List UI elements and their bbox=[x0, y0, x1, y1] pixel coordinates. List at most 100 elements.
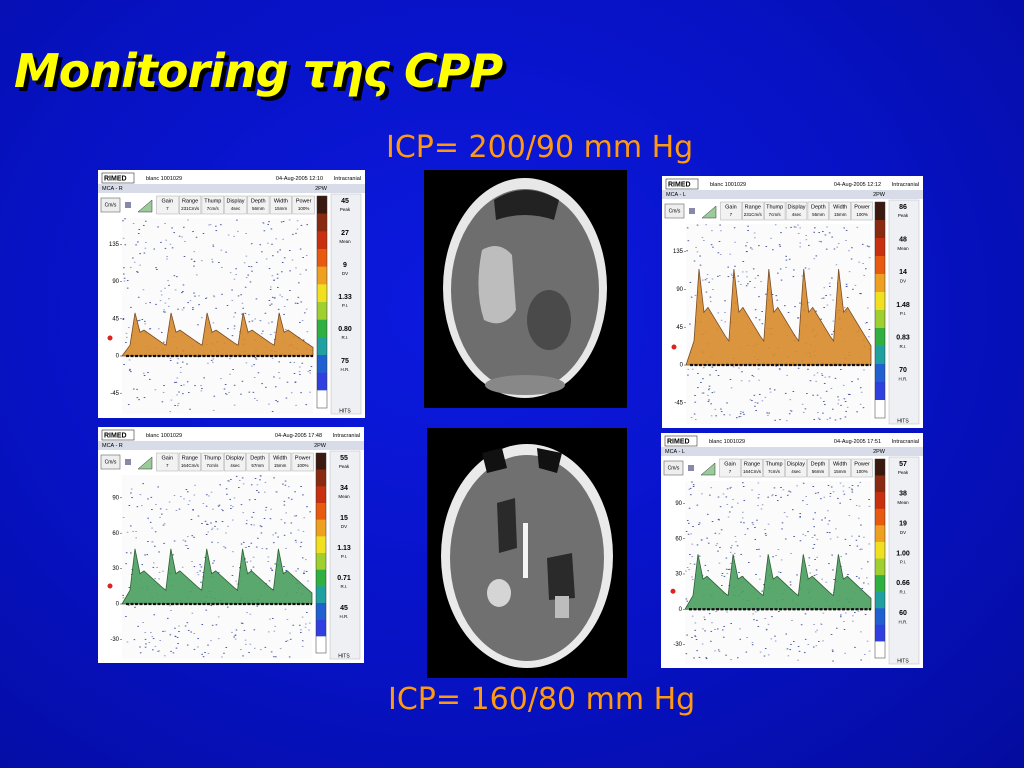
noise-dot bbox=[282, 483, 284, 485]
noise-dot bbox=[125, 616, 127, 618]
noise-dot bbox=[822, 640, 824, 642]
noise-dot bbox=[725, 496, 728, 498]
noise-dot bbox=[290, 532, 292, 534]
color-bar-segment bbox=[317, 231, 327, 250]
noise-dot bbox=[235, 475, 238, 477]
speaker-icon bbox=[688, 465, 694, 471]
setting-value: 164Cm/s bbox=[743, 469, 762, 474]
noise-dot bbox=[695, 639, 698, 640]
noise-dot bbox=[174, 636, 177, 638]
noise-dot bbox=[183, 255, 186, 257]
noise-dot bbox=[137, 241, 139, 243]
noise-dot bbox=[844, 416, 847, 418]
noise-dot bbox=[729, 551, 732, 553]
noise-dot bbox=[767, 496, 769, 498]
readout-value: 57 bbox=[899, 461, 907, 468]
noise-dot bbox=[718, 519, 720, 521]
noise-dot bbox=[831, 554, 833, 556]
noise-dot bbox=[705, 657, 708, 659]
noise-dot bbox=[223, 388, 226, 390]
readout-value: 14 bbox=[899, 269, 907, 276]
noise-dot bbox=[272, 255, 274, 257]
noise-dot bbox=[176, 394, 178, 396]
noise-dot bbox=[300, 541, 303, 543]
noise-dot bbox=[201, 523, 203, 524]
noise-dot bbox=[829, 495, 832, 497]
noise-dot bbox=[191, 561, 193, 562]
noise-dot bbox=[695, 246, 697, 248]
noise-dot bbox=[232, 551, 234, 553]
noise-dot bbox=[208, 224, 210, 226]
ct-image bbox=[441, 444, 613, 668]
noise-dot bbox=[773, 487, 776, 489]
setting-box bbox=[742, 201, 764, 221]
noise-dot bbox=[230, 504, 232, 506]
noise-dot bbox=[717, 312, 720, 314]
noise-dot bbox=[745, 245, 747, 247]
noise-dot bbox=[132, 530, 134, 532]
noise-dot bbox=[833, 579, 835, 580]
noise-dot bbox=[243, 541, 245, 543]
noise-dot bbox=[281, 296, 284, 298]
noise-dot bbox=[778, 368, 781, 370]
noise-dot bbox=[193, 494, 196, 496]
noise-dot bbox=[791, 509, 794, 511]
noise-dot bbox=[184, 240, 186, 242]
setting-box bbox=[269, 195, 292, 215]
noise-dot bbox=[164, 630, 166, 632]
noise-dot bbox=[205, 298, 207, 299]
noise-dot bbox=[221, 521, 224, 522]
color-bar-segment bbox=[875, 274, 885, 293]
noise-dot bbox=[194, 295, 196, 297]
noise-dot bbox=[801, 275, 804, 277]
noise-dot bbox=[830, 388, 833, 389]
noise-dot bbox=[156, 269, 158, 270]
noise-dot bbox=[694, 635, 697, 637]
setting-label: Depth bbox=[250, 455, 265, 461]
noise-dot bbox=[248, 499, 251, 501]
noise-dot bbox=[241, 313, 243, 315]
noise-dot bbox=[191, 612, 194, 614]
color-bar-segment bbox=[875, 310, 885, 329]
noise-dot bbox=[207, 652, 210, 654]
noise-dot bbox=[278, 372, 280, 373]
noise-dot bbox=[765, 293, 767, 295]
noise-dot bbox=[286, 299, 289, 301]
noise-dot bbox=[182, 539, 185, 541]
noise-dot bbox=[167, 280, 169, 282]
noise-dot bbox=[138, 228, 141, 230]
noise-dot bbox=[845, 285, 848, 287]
noise-dot bbox=[731, 506, 733, 508]
speaker-icon bbox=[125, 202, 131, 208]
noise-dot bbox=[284, 522, 286, 524]
noise-dot bbox=[832, 299, 834, 301]
color-bar-segment bbox=[875, 220, 885, 239]
noise-dot bbox=[820, 624, 823, 625]
noise-dot bbox=[144, 220, 147, 222]
noise-dot bbox=[729, 487, 731, 489]
noise-dot bbox=[831, 408, 834, 410]
noise-dot bbox=[169, 243, 172, 245]
noise-dot bbox=[275, 400, 277, 402]
noise-dot bbox=[299, 322, 301, 323]
noise-dot bbox=[719, 224, 721, 226]
readout-label: P.I. bbox=[900, 311, 906, 316]
noise-dot bbox=[280, 519, 283, 521]
noise-dot bbox=[722, 636, 725, 638]
noise-dot bbox=[813, 526, 815, 528]
noise-dot bbox=[868, 329, 871, 330]
noise-dot bbox=[843, 629, 846, 630]
noise-dot bbox=[226, 394, 228, 396]
vessel: MCA - L bbox=[665, 449, 685, 455]
noise-dot bbox=[301, 557, 304, 559]
noise-dot bbox=[769, 391, 772, 393]
noise-dot bbox=[144, 638, 147, 640]
noise-dot bbox=[183, 226, 185, 228]
noise-dot bbox=[796, 574, 798, 576]
setting-box bbox=[851, 201, 873, 221]
noise-dot bbox=[246, 519, 248, 521]
noise-dot bbox=[134, 606, 136, 608]
noise-dot bbox=[249, 281, 252, 283]
noise-dot bbox=[797, 659, 799, 661]
noise-dot bbox=[280, 271, 283, 273]
